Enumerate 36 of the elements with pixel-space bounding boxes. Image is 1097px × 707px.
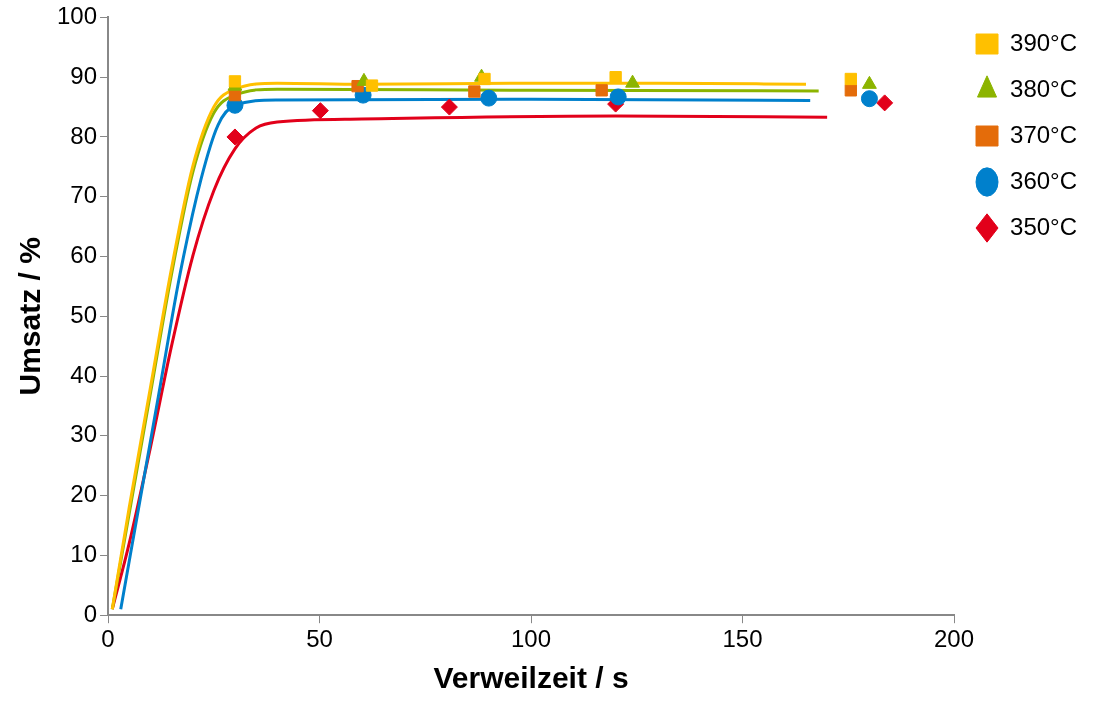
y-tick-label: 90 <box>70 61 98 89</box>
x-tick-label: 100 <box>511 625 552 653</box>
point <box>860 90 878 108</box>
y-tick-label: 30 <box>70 420 98 448</box>
legend-label: 350°C <box>1010 212 1078 240</box>
point <box>609 88 627 106</box>
legend-label: 360°C <box>1010 166 1078 194</box>
legend-label: 370°C <box>1010 120 1078 148</box>
point <box>311 102 329 120</box>
point <box>365 79 379 92</box>
point <box>226 128 244 146</box>
point <box>468 85 481 98</box>
point <box>440 98 458 116</box>
y-tick-label: 70 <box>70 181 98 209</box>
y-tick-label: 10 <box>70 540 98 568</box>
point <box>595 84 608 97</box>
y-tick-label: 0 <box>83 599 98 627</box>
y-tick-label: 60 <box>70 241 98 269</box>
y-tick-label: 50 <box>70 300 98 328</box>
point <box>876 94 894 112</box>
point <box>844 72 857 86</box>
y-tick-label: 80 <box>70 121 98 149</box>
y-tick-label: 40 <box>70 360 98 388</box>
x-tick-label: 200 <box>934 625 975 653</box>
y-tick-label: 20 <box>70 480 98 508</box>
x-axis-title: Verweilzeit / s <box>433 661 629 695</box>
x-tick-label: 150 <box>722 625 763 653</box>
point <box>844 84 857 97</box>
legend-label: 380°C <box>1010 74 1078 102</box>
legend-label: 390°C <box>1010 28 1078 56</box>
point <box>478 72 491 86</box>
y-tick-label: 100 <box>57 2 98 30</box>
x-tick-label: 50 <box>306 625 333 653</box>
point <box>480 89 498 107</box>
x-tick-label: 0 <box>101 625 115 653</box>
y-axis-title: Umsatz / % <box>13 237 47 396</box>
